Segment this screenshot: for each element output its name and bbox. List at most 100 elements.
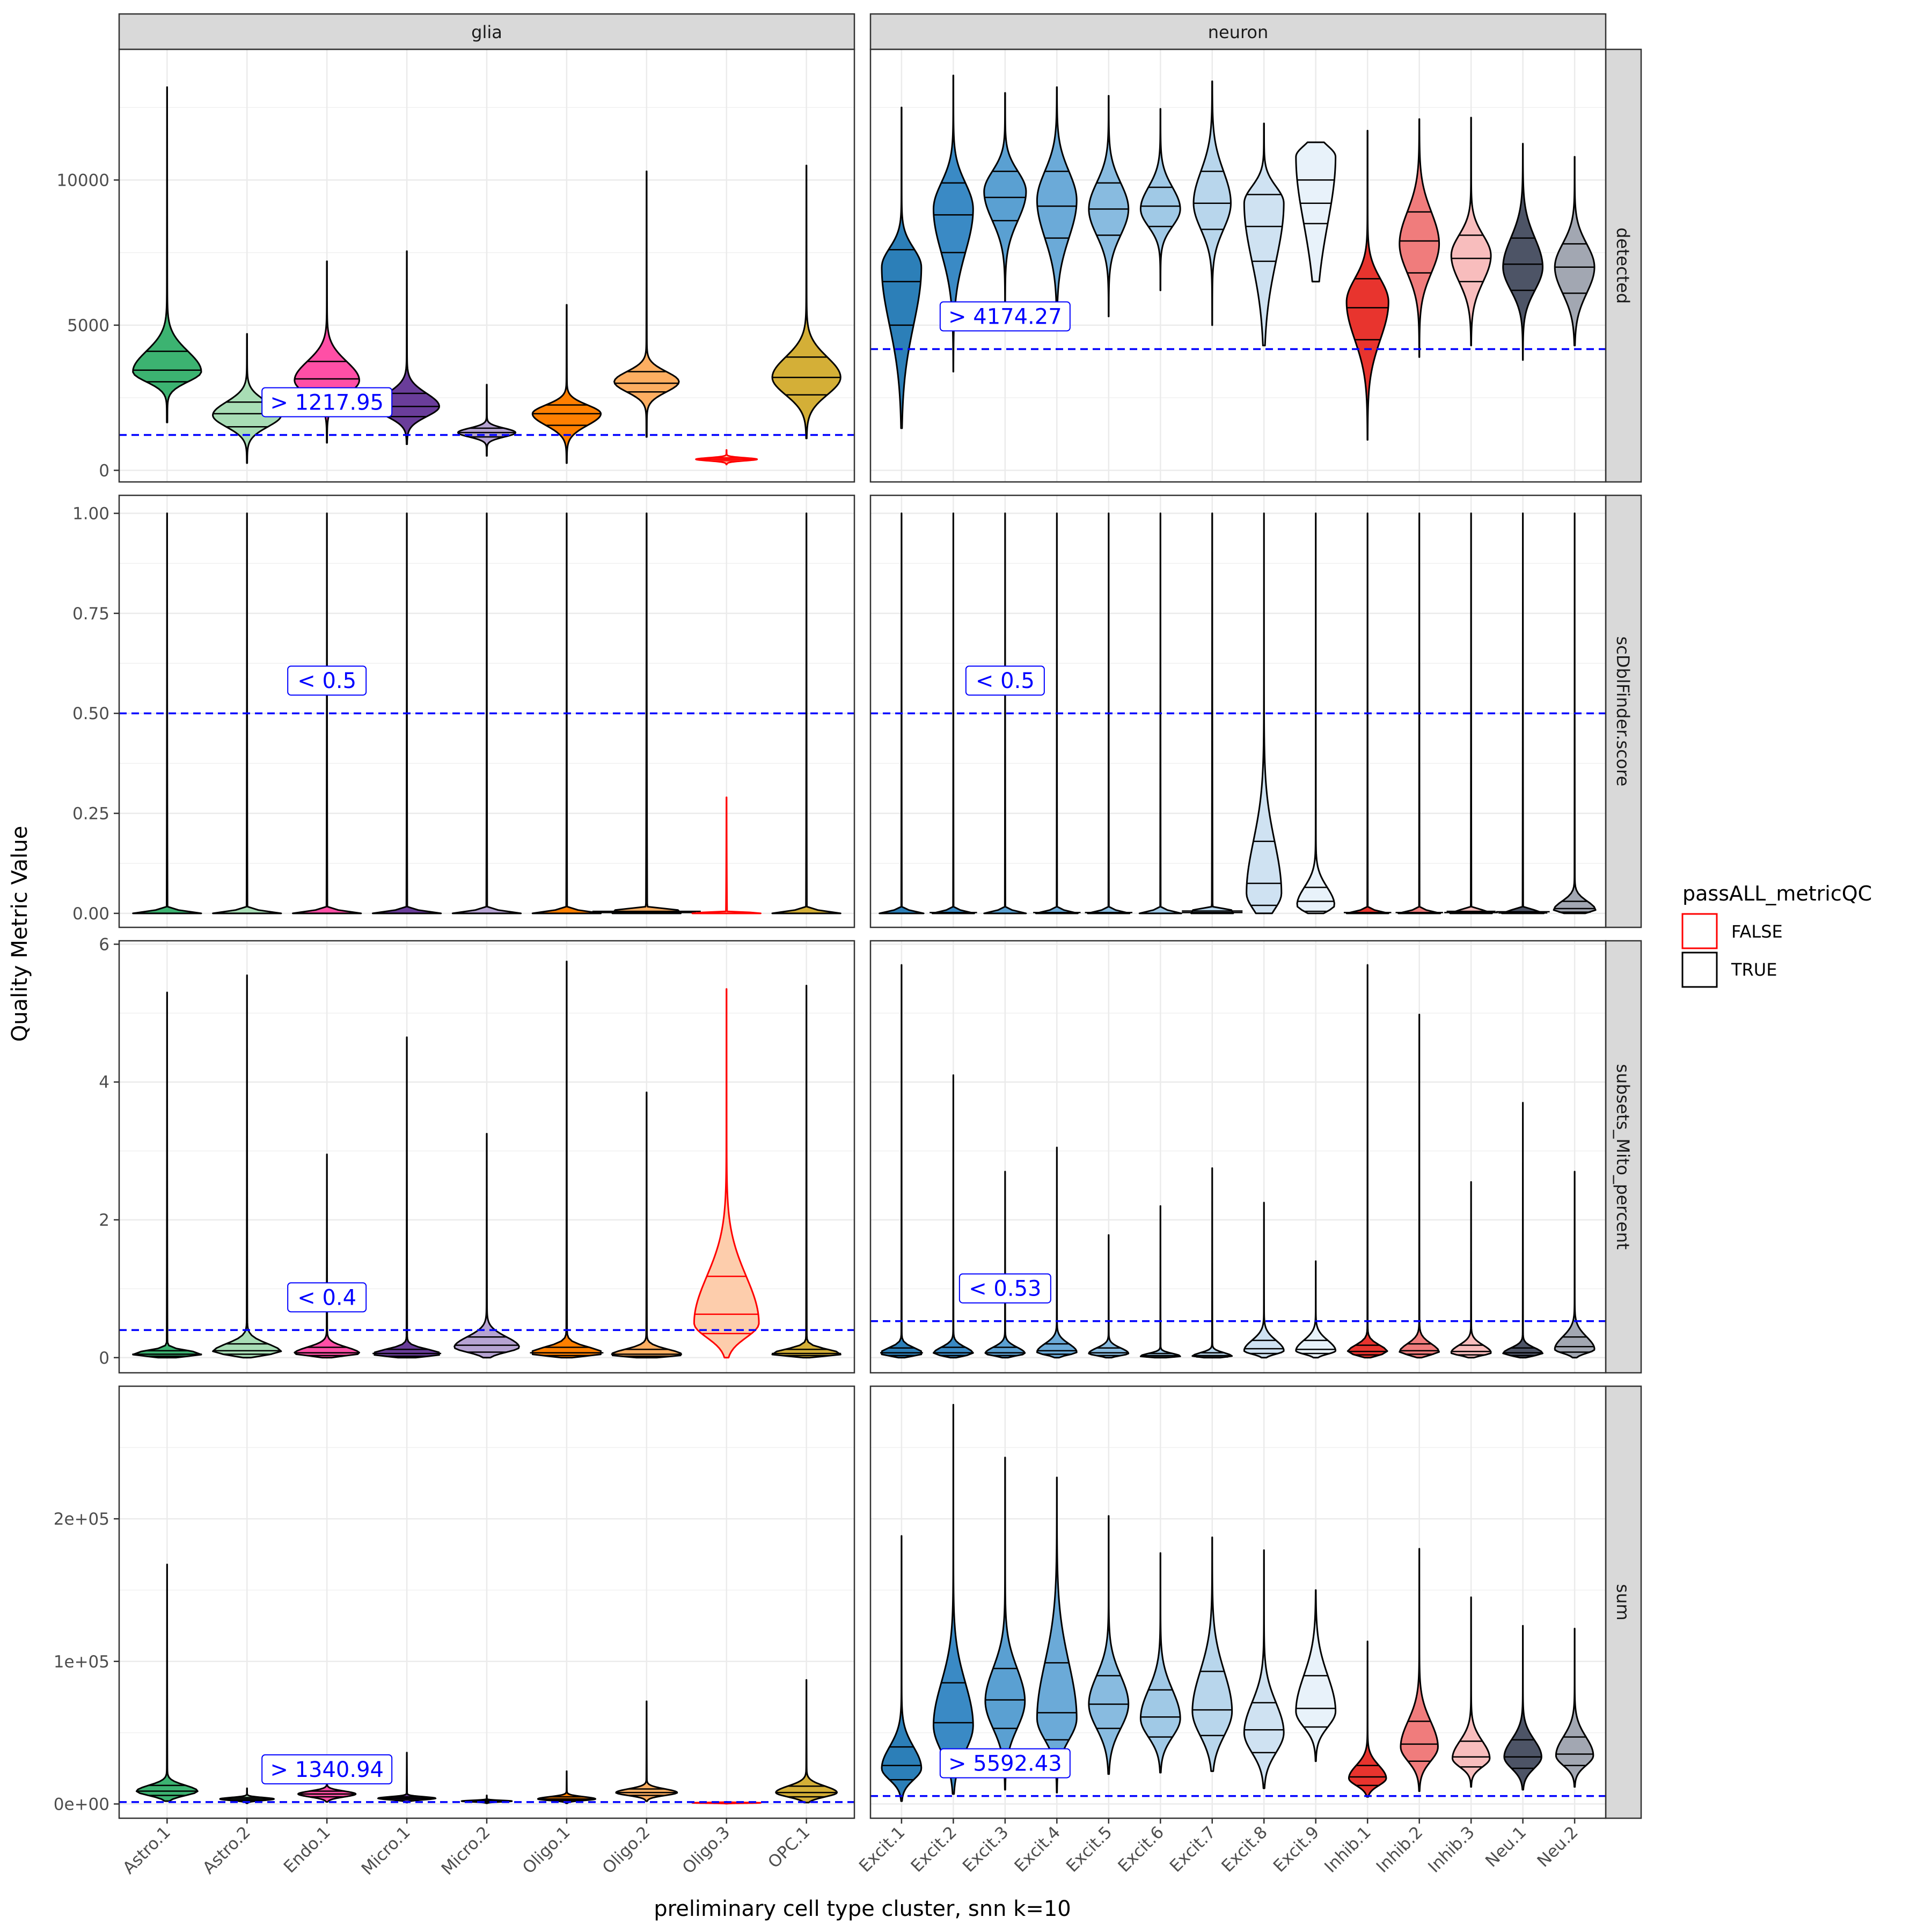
threshold-label-box: < 0.5 bbox=[287, 665, 367, 696]
violin-inhib-2-subsets-mito-percent bbox=[1399, 1013, 1440, 1359]
violin-excit-7-detected bbox=[1192, 80, 1232, 326]
violin-excit-8-sum bbox=[1243, 1549, 1285, 1789]
violin-oligo-3-scdblfinder-score bbox=[691, 796, 762, 914]
violin-micro-2-subsets-mito-percent bbox=[453, 1132, 520, 1359]
violin-inhib-2-detected bbox=[1399, 118, 1440, 358]
threshold-label-box: < 0.4 bbox=[287, 1282, 367, 1313]
y-tick-label-sum-0: 0e+00 bbox=[54, 1795, 109, 1814]
violin-astro-1-detected bbox=[132, 86, 202, 423]
facet-strip-detected bbox=[1605, 48, 1642, 483]
violin-inhib-1-detected bbox=[1345, 129, 1389, 441]
threshold-label-bg bbox=[261, 1754, 393, 1784]
panel-background bbox=[870, 49, 1606, 482]
threshold-label-box: > 4174.27 bbox=[939, 301, 1071, 332]
violin-body bbox=[132, 513, 202, 914]
violin-oligo-2-detected bbox=[613, 170, 680, 438]
panel-glia-sum: > 1340.94 bbox=[118, 1385, 855, 1819]
violin-excit-1-subsets-mito-percent bbox=[880, 964, 923, 1359]
violin-body bbox=[693, 988, 760, 1359]
legend-title: passALL_metricQC bbox=[1682, 882, 1872, 905]
violin-body bbox=[292, 513, 362, 914]
violin-excit-8-scdblfinder-score bbox=[1246, 513, 1283, 914]
x-tick-label-oligo-2: Oligo.2 bbox=[599, 1823, 654, 1878]
x-tick-label-excit-6: Excit.6 bbox=[1114, 1823, 1168, 1876]
violin-astro-2-detected bbox=[212, 333, 282, 464]
violin-micro-2-detected bbox=[457, 384, 517, 457]
violin-body bbox=[135, 1563, 199, 1802]
violin-body bbox=[1088, 95, 1130, 318]
threshold-label-box: > 1340.94 bbox=[261, 1754, 393, 1784]
facet-strip-sum bbox=[1605, 1385, 1642, 1819]
threshold-label: < 0.53 bbox=[969, 1277, 1041, 1301]
x-tick-label-excit-5: Excit.5 bbox=[1063, 1823, 1116, 1876]
threshold-label-bg bbox=[287, 1282, 367, 1313]
violin-body bbox=[1346, 964, 1388, 1359]
x-tick-label-inhib-1: Inhib.1 bbox=[1321, 1823, 1375, 1877]
threshold-label-bg bbox=[939, 301, 1071, 332]
violin-body bbox=[881, 1535, 923, 1802]
violin-oligo-1-sum bbox=[537, 1770, 597, 1804]
y-tick-label-sum-1: 1e+05 bbox=[54, 1652, 109, 1672]
violin-oligo-2-scdblfinder-score bbox=[592, 513, 701, 914]
panel-border bbox=[869, 940, 1607, 1374]
violin-excit-3-scdblfinder-score bbox=[983, 513, 1027, 914]
x-tick-label-inhib-3: Inhib.3 bbox=[1424, 1823, 1479, 1877]
violin-astro-1-scdblfinder-score bbox=[132, 513, 202, 914]
panel-border bbox=[869, 48, 1607, 483]
x-tick-label-neu-2: Neu.2 bbox=[1534, 1823, 1582, 1871]
violin-excit-4-subsets-mito-percent bbox=[1036, 1146, 1078, 1359]
violin-body bbox=[1088, 1515, 1130, 1775]
violin-body bbox=[1243, 1202, 1285, 1359]
violin-excit-5-detected bbox=[1088, 95, 1130, 318]
violin-body bbox=[1243, 122, 1285, 347]
x-tick-label-excit-3: Excit.3 bbox=[959, 1823, 1013, 1876]
threshold-label-bg bbox=[287, 665, 367, 696]
y-tick-label-subsets-mito-percent-0: 0 bbox=[99, 1349, 109, 1368]
violin-body bbox=[1139, 108, 1181, 291]
x-tick-label-excit-9: Excit.9 bbox=[1270, 1823, 1323, 1876]
x-tick-label-astro-1: Astro.1 bbox=[119, 1823, 174, 1878]
violin-excit-9-sum bbox=[1295, 1589, 1337, 1762]
violin-excit-5-subsets-mito-percent bbox=[1088, 1234, 1130, 1359]
violin-astro-1-subsets-mito-percent bbox=[132, 991, 202, 1359]
x-tick-label-micro-1: Micro.1 bbox=[358, 1823, 414, 1879]
legend-label-true: TRUE bbox=[1731, 960, 1777, 980]
violin-body bbox=[531, 961, 602, 1359]
violin-opc-1-detected bbox=[771, 164, 841, 440]
y-tick-label-detected-1: 5000 bbox=[67, 316, 109, 335]
threshold-label-bg bbox=[939, 1748, 1071, 1779]
violin-body bbox=[611, 513, 682, 914]
violin-body bbox=[212, 333, 282, 464]
violin-body bbox=[611, 1091, 682, 1359]
threshold-label: < 0.5 bbox=[297, 669, 356, 693]
violin-micro-2-scdblfinder-score bbox=[451, 513, 522, 914]
x-tick-label-micro-2: Micro.2 bbox=[438, 1823, 494, 1879]
y-tick-label-scdblfinder-score-2: 0.50 bbox=[72, 704, 109, 723]
facet-strip-scdblfinder-score bbox=[1605, 494, 1642, 928]
y-tick-label-scdblfinder-score-0: 0.00 bbox=[72, 904, 109, 924]
panel-glia-detected: > 1217.95 bbox=[118, 48, 855, 483]
violin-excit-3-detected bbox=[983, 92, 1027, 312]
legend-key-true bbox=[1681, 952, 1718, 988]
violin-body bbox=[932, 75, 974, 372]
x-tick-label-neu-1: Neu.1 bbox=[1482, 1823, 1530, 1871]
violin-body bbox=[1348, 1641, 1387, 1798]
violin-opc-1-scdblfinder-score bbox=[771, 513, 841, 914]
x-tick-label-excit-8: Excit.8 bbox=[1218, 1823, 1271, 1876]
violin-body bbox=[931, 513, 975, 914]
violin-inhib-3-subsets-mito-percent bbox=[1450, 1181, 1492, 1359]
violin-body bbox=[1191, 1167, 1233, 1359]
panel-neuron-sum: > 5592.43 bbox=[869, 1385, 1607, 1819]
violin-body bbox=[1399, 1013, 1440, 1359]
x-tick-label-excit-1: Excit.1 bbox=[855, 1823, 909, 1876]
violin-body bbox=[1036, 86, 1078, 323]
y-tick-label-scdblfinder-score-4: 1.00 bbox=[72, 504, 109, 524]
x-tick-label-opc-1: OPC.1 bbox=[764, 1823, 814, 1872]
violin-excit-7-subsets-mito-percent bbox=[1191, 1167, 1233, 1359]
violin-oligo-2-sum bbox=[615, 1700, 678, 1802]
violin-neu-1-sum bbox=[1503, 1624, 1542, 1791]
violin-body bbox=[1295, 1260, 1337, 1359]
violin-body bbox=[1450, 116, 1492, 347]
violin-body bbox=[1451, 1596, 1491, 1788]
